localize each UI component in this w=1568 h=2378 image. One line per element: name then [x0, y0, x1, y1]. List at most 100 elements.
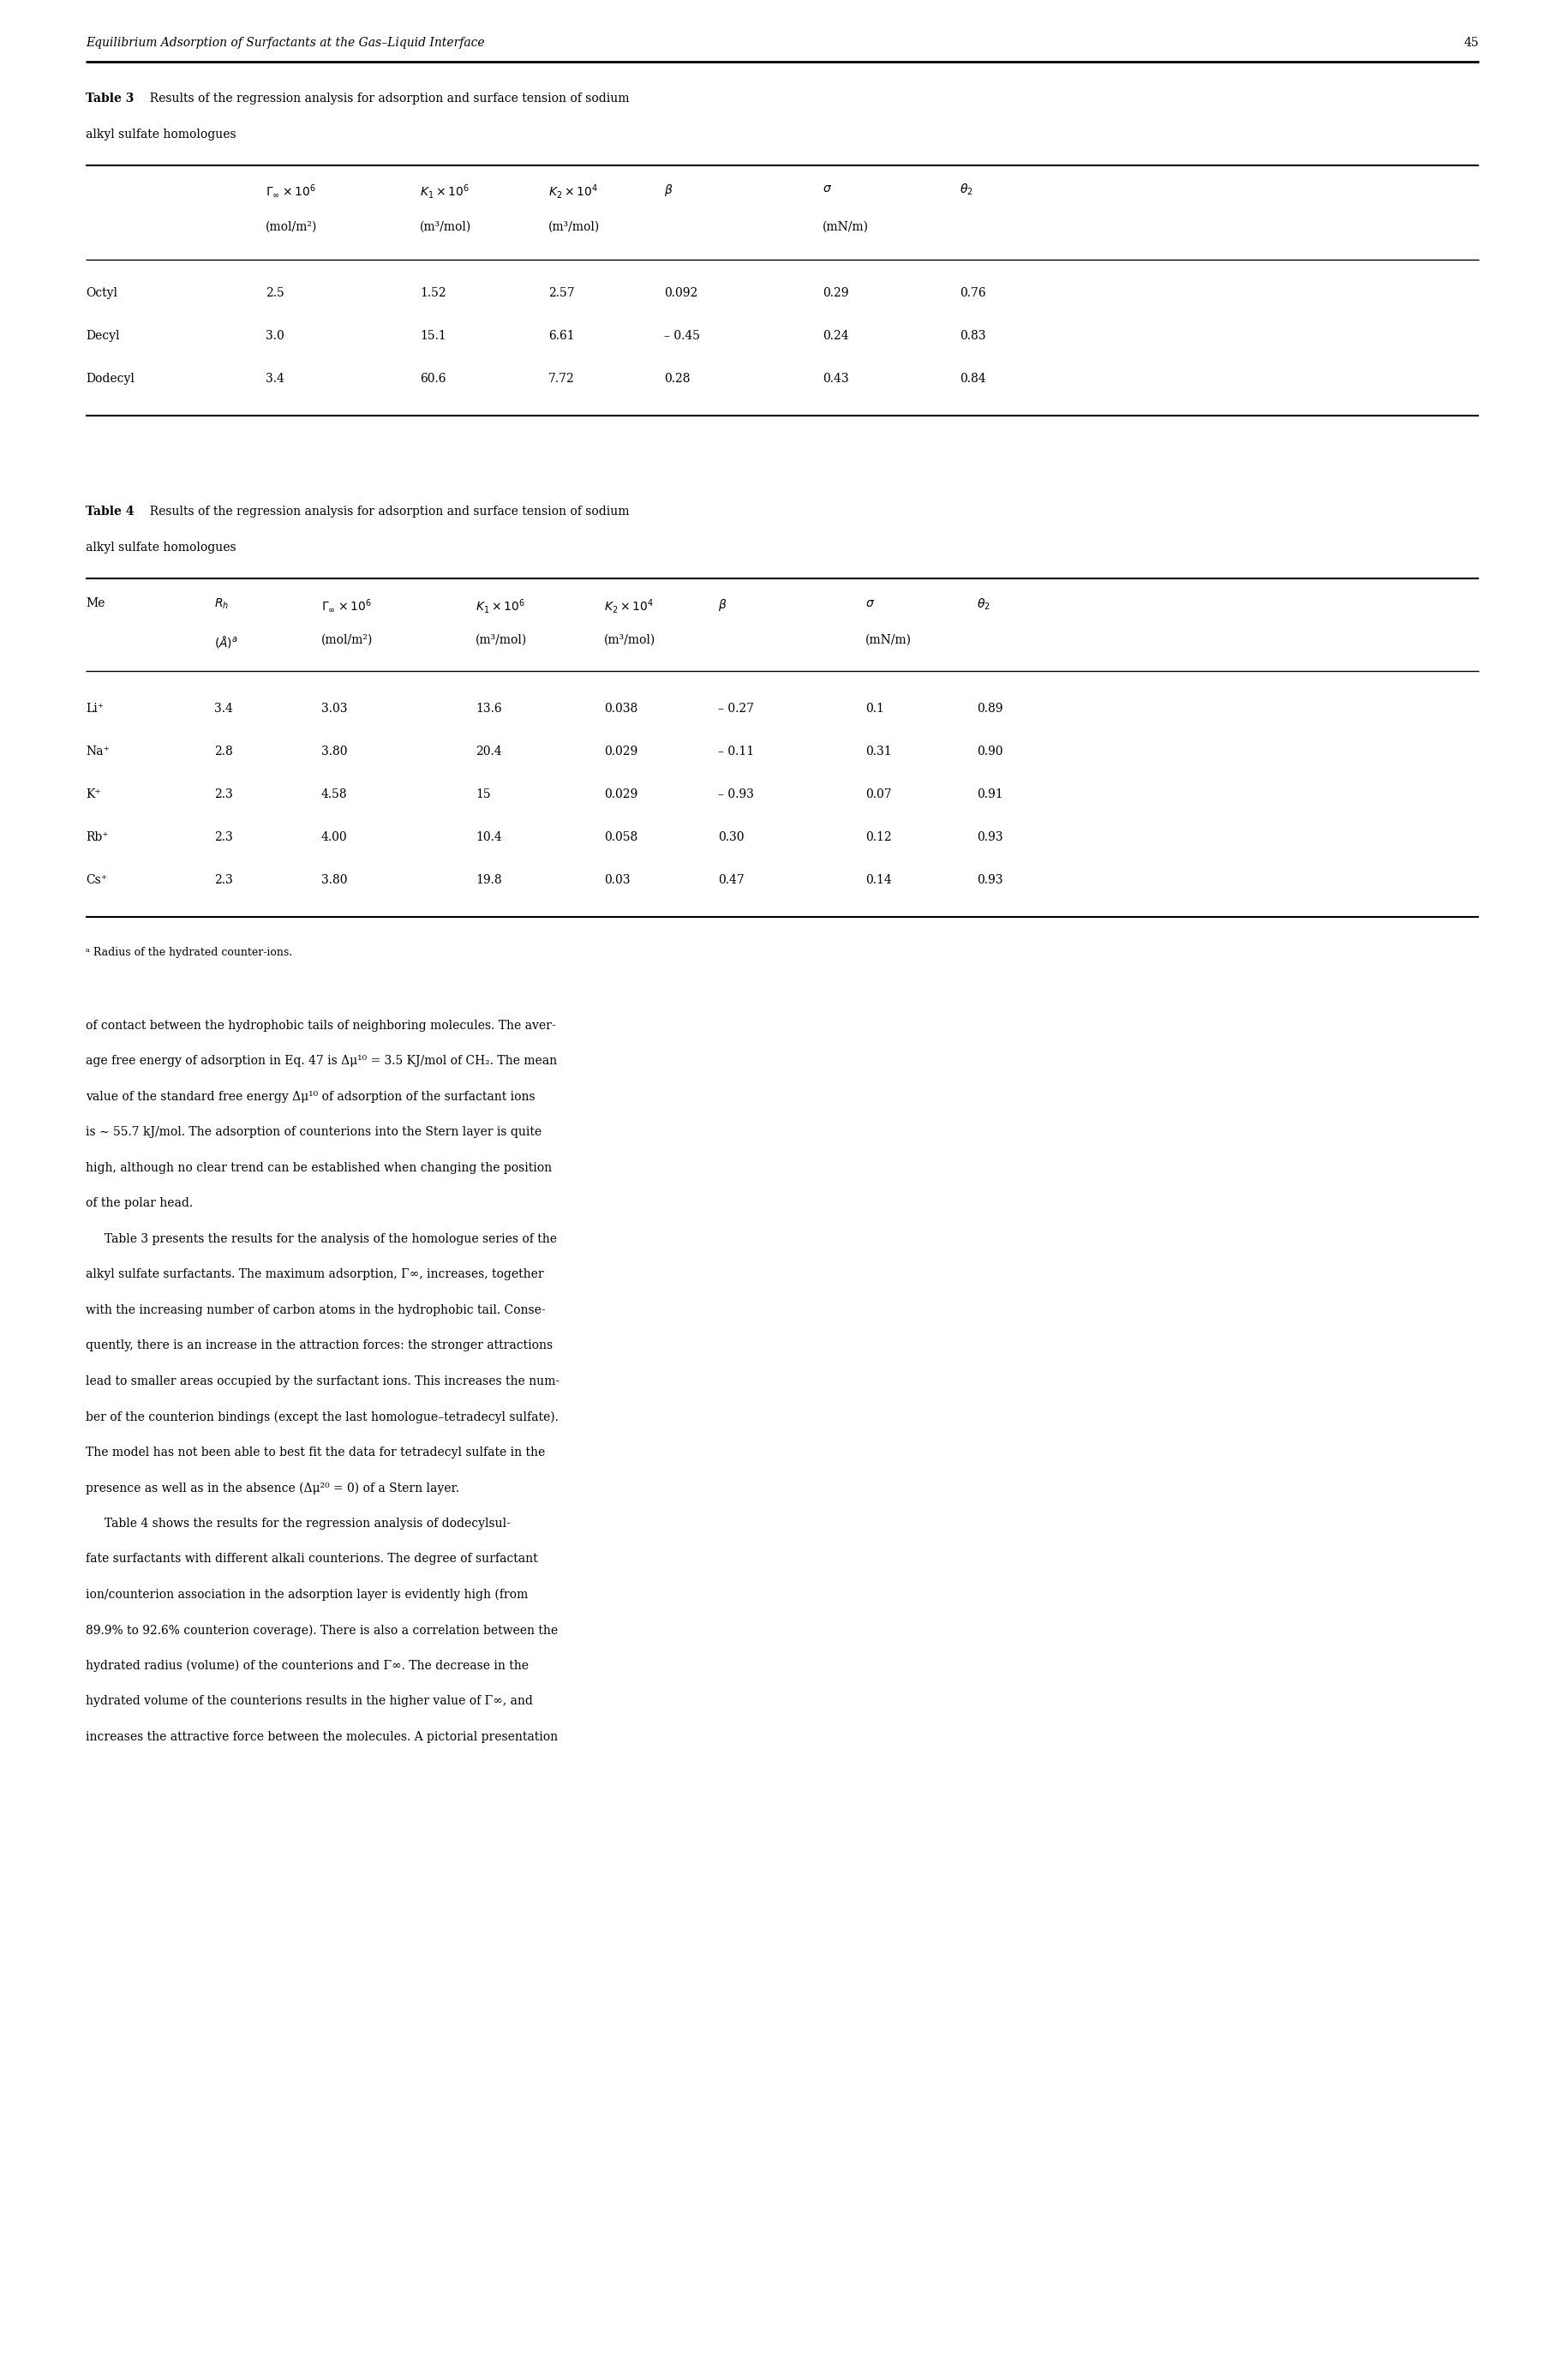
Text: Octyl: Octyl — [86, 288, 118, 300]
Text: $K_2 \times 10^4$: $K_2 \times 10^4$ — [549, 183, 597, 200]
Text: 2.3: 2.3 — [215, 832, 232, 844]
Text: increases the attractive force between the molecules. A pictorial presentation: increases the attractive force between t… — [86, 1731, 558, 1743]
Text: ber of the counterion bindings (except the last homologue–tetradecyl sulfate).: ber of the counterion bindings (except t… — [86, 1410, 558, 1424]
Text: hydrated volume of the counterions results in the higher value of Γ∞, and: hydrated volume of the counterions resul… — [86, 1696, 533, 1707]
Text: The model has not been able to best fit the data for tetradecyl sulfate in the: The model has not been able to best fit … — [86, 1446, 544, 1458]
Text: (mol/m²): (mol/m²) — [265, 221, 317, 233]
Text: 13.6: 13.6 — [475, 702, 502, 716]
Text: Li⁺: Li⁺ — [86, 702, 103, 716]
Text: fate surfactants with different alkali counterions. The degree of surfactant: fate surfactants with different alkali c… — [86, 1553, 538, 1565]
Text: Dodecyl: Dodecyl — [86, 373, 135, 385]
Text: (m³/mol): (m³/mol) — [475, 635, 527, 647]
Text: 2.3: 2.3 — [215, 875, 232, 887]
Text: 0.43: 0.43 — [822, 373, 848, 385]
Text: 0.83: 0.83 — [960, 331, 985, 342]
Text: 2.5: 2.5 — [265, 288, 284, 300]
Text: Equilibrium Adsorption of Surfactants at the Gas–Liquid Interface: Equilibrium Adsorption of Surfactants at… — [86, 36, 485, 50]
Text: of the polar head.: of the polar head. — [86, 1199, 193, 1210]
Text: Results of the regression analysis for adsorption and surface tension of sodium: Results of the regression analysis for a… — [143, 507, 629, 518]
Text: Table 4 shows the results for the regression analysis of dodecylsul-: Table 4 shows the results for the regres… — [86, 1517, 510, 1529]
Text: value of the standard free energy Δμ¹⁰ of adsorption of the surfactant ions: value of the standard free energy Δμ¹⁰ o… — [86, 1092, 535, 1103]
Text: $\theta_2$: $\theta_2$ — [960, 183, 972, 197]
Text: Rb⁺: Rb⁺ — [86, 832, 108, 844]
Text: 19.8: 19.8 — [475, 875, 502, 887]
Text: 0.058: 0.058 — [604, 832, 637, 844]
Text: $\Gamma_\infty \times 10^6$: $\Gamma_\infty \times 10^6$ — [321, 597, 372, 614]
Text: 0.28: 0.28 — [663, 373, 690, 385]
Text: 0.91: 0.91 — [977, 789, 1002, 801]
Text: Results of the regression analysis for adsorption and surface tension of sodium: Results of the regression analysis for a… — [143, 93, 629, 105]
Text: 10.4: 10.4 — [475, 832, 502, 844]
Text: 4.58: 4.58 — [321, 789, 348, 801]
Text: 0.76: 0.76 — [960, 288, 985, 300]
Text: (mN/m): (mN/m) — [822, 221, 869, 233]
Text: $\beta$: $\beta$ — [663, 183, 673, 197]
Text: $R_h$: $R_h$ — [215, 597, 229, 611]
Text: 2.8: 2.8 — [215, 747, 232, 759]
Text: high, although no clear trend can be established when changing the position: high, although no clear trend can be est… — [86, 1163, 552, 1175]
Text: Table 3: Table 3 — [86, 93, 133, 105]
Text: 89.9% to 92.6% counterion coverage). There is also a correlation between the: 89.9% to 92.6% counterion coverage). The… — [86, 1624, 558, 1636]
Text: alkyl sulfate surfactants. The maximum adsorption, Γ∞, increases, together: alkyl sulfate surfactants. The maximum a… — [86, 1270, 544, 1282]
Text: 0.092: 0.092 — [663, 288, 698, 300]
Text: 6.61: 6.61 — [549, 331, 574, 342]
Text: $\theta_2$: $\theta_2$ — [977, 597, 989, 611]
Text: 4.00: 4.00 — [321, 832, 348, 844]
Text: age free energy of adsorption in Eq. 47 is Δμ¹⁰ = 3.5 KJ/mol of CH₂. The mean: age free energy of adsorption in Eq. 47 … — [86, 1056, 557, 1068]
Text: 3.0: 3.0 — [265, 331, 284, 342]
Text: – 0.27: – 0.27 — [718, 702, 754, 716]
Text: 0.12: 0.12 — [866, 832, 891, 844]
Text: of contact between the hydrophobic tails of neighboring molecules. The aver-: of contact between the hydrophobic tails… — [86, 1020, 555, 1032]
Text: K⁺: K⁺ — [86, 789, 100, 801]
Text: 0.31: 0.31 — [866, 747, 891, 759]
Text: 2.57: 2.57 — [549, 288, 574, 300]
Text: $K_1 \times 10^6$: $K_1 \times 10^6$ — [475, 597, 525, 616]
Text: 45: 45 — [1463, 36, 1479, 50]
Text: 0.24: 0.24 — [822, 331, 848, 342]
Text: with the increasing number of carbon atoms in the hydrophobic tail. Conse-: with the increasing number of carbon ato… — [86, 1303, 546, 1317]
Text: 7.72: 7.72 — [549, 373, 574, 385]
Text: 0.038: 0.038 — [604, 702, 637, 716]
Text: 0.47: 0.47 — [718, 875, 743, 887]
Text: 3.03: 3.03 — [321, 702, 347, 716]
Text: 0.03: 0.03 — [604, 875, 630, 887]
Text: $\sigma$: $\sigma$ — [822, 183, 831, 195]
Text: 3.80: 3.80 — [321, 747, 347, 759]
Text: – 0.45: – 0.45 — [663, 331, 699, 342]
Text: – 0.11: – 0.11 — [718, 747, 754, 759]
Text: ᵃ Radius of the hydrated counter-ions.: ᵃ Radius of the hydrated counter-ions. — [86, 946, 292, 958]
Text: 0.93: 0.93 — [977, 875, 1002, 887]
Text: (m³/mol): (m³/mol) — [604, 635, 655, 647]
Text: hydrated radius (volume) of the counterions and Γ∞. The decrease in the: hydrated radius (volume) of the counteri… — [86, 1660, 528, 1672]
Text: (mol/m²): (mol/m²) — [321, 635, 373, 647]
Text: 3.4: 3.4 — [265, 373, 284, 385]
Text: 0.84: 0.84 — [960, 373, 985, 385]
Text: Decyl: Decyl — [86, 331, 119, 342]
Text: 0.89: 0.89 — [977, 702, 1002, 716]
Text: 0.07: 0.07 — [866, 789, 891, 801]
Text: alkyl sulfate homologues: alkyl sulfate homologues — [86, 128, 237, 140]
Text: $K_1 \times 10^6$: $K_1 \times 10^6$ — [420, 183, 469, 200]
Text: $\beta$: $\beta$ — [718, 597, 726, 614]
Text: 0.029: 0.029 — [604, 747, 637, 759]
Text: 0.029: 0.029 — [604, 789, 637, 801]
Text: 3.80: 3.80 — [321, 875, 347, 887]
Text: Na⁺: Na⁺ — [86, 747, 110, 759]
Text: (mN/m): (mN/m) — [866, 635, 911, 647]
Text: lead to smaller areas occupied by the surfactant ions. This increases the num-: lead to smaller areas occupied by the su… — [86, 1374, 560, 1386]
Text: is ∼ 55.7 kJ/mol. The adsorption of counterions into the Stern layer is quite: is ∼ 55.7 kJ/mol. The adsorption of coun… — [86, 1127, 541, 1139]
Text: 0.90: 0.90 — [977, 747, 1002, 759]
Text: 0.1: 0.1 — [866, 702, 884, 716]
Text: 0.30: 0.30 — [718, 832, 743, 844]
Text: 2.3: 2.3 — [215, 789, 232, 801]
Text: alkyl sulfate homologues: alkyl sulfate homologues — [86, 542, 237, 554]
Text: $\sigma$: $\sigma$ — [866, 597, 875, 609]
Text: (m³/mol): (m³/mol) — [420, 221, 472, 233]
Text: 15: 15 — [475, 789, 491, 801]
Text: $K_2 \times 10^4$: $K_2 \times 10^4$ — [604, 597, 654, 616]
Text: Table 3 presents the results for the analysis of the homologue series of the: Table 3 presents the results for the ana… — [86, 1234, 557, 1246]
Text: (m³/mol): (m³/mol) — [549, 221, 599, 233]
Text: Table 4: Table 4 — [86, 507, 133, 518]
Text: 1.52: 1.52 — [420, 288, 445, 300]
Text: Cs⁺: Cs⁺ — [86, 875, 107, 887]
